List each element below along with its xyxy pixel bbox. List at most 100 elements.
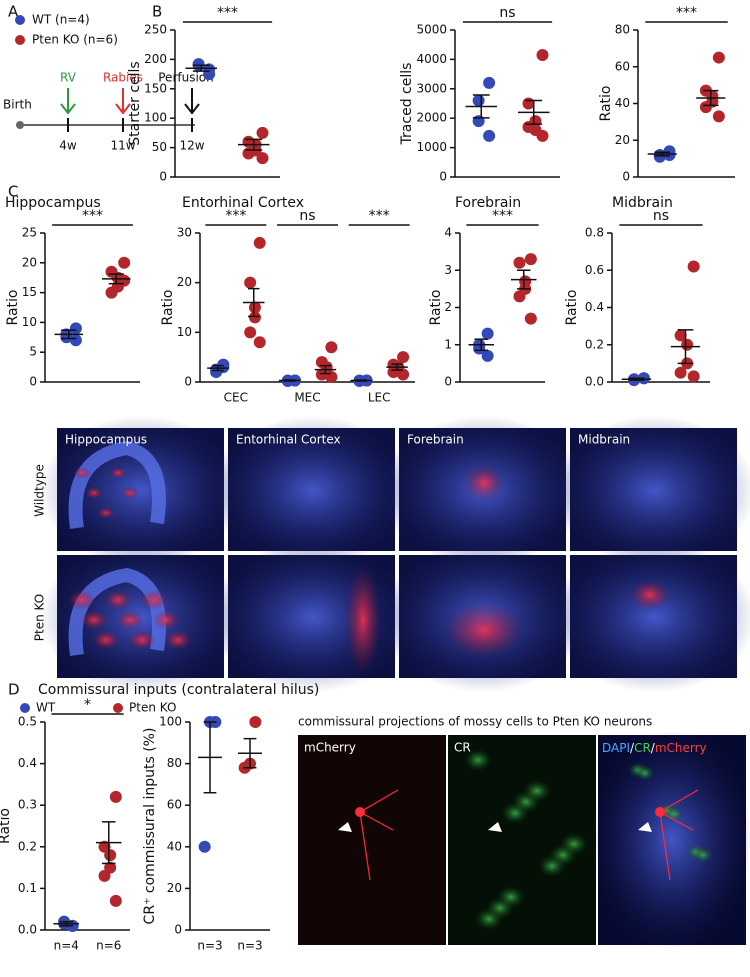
y-tick-label: 0.3: [18, 798, 37, 812]
y-tick-label: 10: [177, 325, 192, 339]
panel-label: C: [8, 183, 18, 201]
y-tick-label: 0: [29, 375, 37, 389]
y-tick-label: 1: [444, 337, 452, 351]
x-tick-label: n=3: [237, 939, 262, 953]
y-axis-label: Starter cells: [127, 61, 143, 145]
data-point: [109, 894, 122, 907]
timeline-label: Rabies: [103, 71, 143, 85]
y-tick-label: 0: [444, 375, 452, 389]
timeline-label: RV: [60, 71, 77, 85]
row-label: Pten KO: [33, 594, 47, 641]
merge-label-part: mCherry: [655, 741, 707, 755]
significance-label: ns: [499, 5, 515, 21]
signal: [553, 542, 750, 693]
signal: [211, 415, 414, 566]
legend-marker: [20, 703, 30, 713]
signal: [128, 630, 156, 650]
y-tick-label: 5000: [416, 23, 447, 37]
data-point: [253, 336, 266, 349]
data-point: [674, 366, 687, 379]
timeline-time: 12w: [179, 139, 204, 153]
significance-label: *: [84, 697, 91, 713]
data-point: [105, 286, 118, 299]
x-tick-label: n=6: [96, 939, 121, 953]
y-tick-label: 4000: [416, 52, 447, 66]
data-point: [248, 311, 261, 324]
y-tick-label: 20: [22, 255, 37, 269]
image-label: Midbrain: [578, 433, 630, 447]
data-point: [681, 338, 694, 351]
y-tick-label: 0: [159, 170, 167, 184]
y-tick-label: 0.5: [18, 715, 37, 729]
significance-label: ***: [217, 5, 238, 21]
neurite: [659, 789, 699, 881]
data-point: [674, 329, 687, 342]
data-point: [712, 110, 725, 123]
signal: [73, 467, 91, 479]
data-point: [256, 126, 269, 139]
y-axis-label: Ratio: [598, 86, 614, 122]
data-point: [513, 290, 526, 303]
y-axis-label: CR⁺ commissural inputs (%): [142, 728, 158, 925]
signal: [109, 467, 127, 479]
data-point: [687, 370, 700, 383]
y-tick-label: 0.0: [18, 923, 37, 937]
data-point: [663, 148, 676, 161]
chart-title: Midbrain: [612, 195, 673, 211]
signal: [523, 780, 551, 802]
y-tick-label: 20: [615, 133, 630, 147]
timeline: Birth RV Rabies Perfusion 4w 11w 12w: [3, 71, 214, 153]
data-point: [69, 334, 82, 347]
image-label: Forebrain: [407, 433, 464, 447]
panel-label: B: [152, 3, 162, 21]
x-tick-label: LEC: [368, 391, 391, 405]
data-point: [513, 256, 526, 269]
data-point: [325, 341, 338, 354]
data-point: [481, 349, 494, 362]
arrow: [184, 88, 200, 115]
y-tick-label: 0.1: [18, 881, 37, 895]
data-point: [109, 790, 122, 803]
data-point: [248, 301, 261, 314]
chart-title: Entorhinal Cortex: [182, 195, 304, 211]
y-tick-label: 100: [159, 715, 182, 729]
data-point: [472, 115, 485, 128]
chart-title: Forebrain: [455, 195, 521, 211]
y-axis-label: Traced cells: [399, 63, 415, 146]
signal: [116, 610, 144, 630]
y-tick-label: 100: [144, 111, 167, 125]
y-tick-label: 0.2: [585, 337, 604, 351]
image-caption: commissural projections of mossy cells t…: [298, 715, 652, 729]
data-point: [203, 68, 216, 81]
y-tick-label: 200: [144, 52, 167, 66]
signal: [345, 565, 381, 675]
y-tick-label: 80: [167, 756, 182, 770]
y-tick-label: 0.6: [585, 263, 604, 277]
data-point: [536, 48, 549, 61]
y-tick-label: 3000: [416, 81, 447, 95]
signal: [664, 806, 684, 822]
signal: [464, 465, 504, 501]
y-axis-label: Ratio: [0, 808, 13, 844]
merge-label-part: /: [630, 741, 635, 755]
significance-label: ***: [369, 208, 390, 224]
y-tick-label: 0.8: [585, 226, 604, 240]
row-label: Wildtype: [33, 464, 47, 517]
tissue: [68, 440, 166, 529]
neurite: [359, 789, 399, 881]
signal: [464, 749, 492, 771]
x-tick-label: MEC: [294, 391, 320, 405]
significance-label: ***: [82, 208, 103, 224]
data-point: [524, 312, 537, 325]
signal: [97, 507, 115, 519]
x-tick-label: n=4: [54, 939, 79, 953]
data-point: [397, 368, 410, 381]
y-tick-label: 5: [29, 345, 37, 359]
x-tick-label: n=3: [197, 939, 222, 953]
y-tick-label: 0.0: [585, 375, 604, 389]
data-point: [524, 253, 537, 266]
signal: [630, 580, 670, 610]
y-tick-label: 80: [615, 23, 630, 37]
y-tick-label: 2: [444, 300, 452, 314]
